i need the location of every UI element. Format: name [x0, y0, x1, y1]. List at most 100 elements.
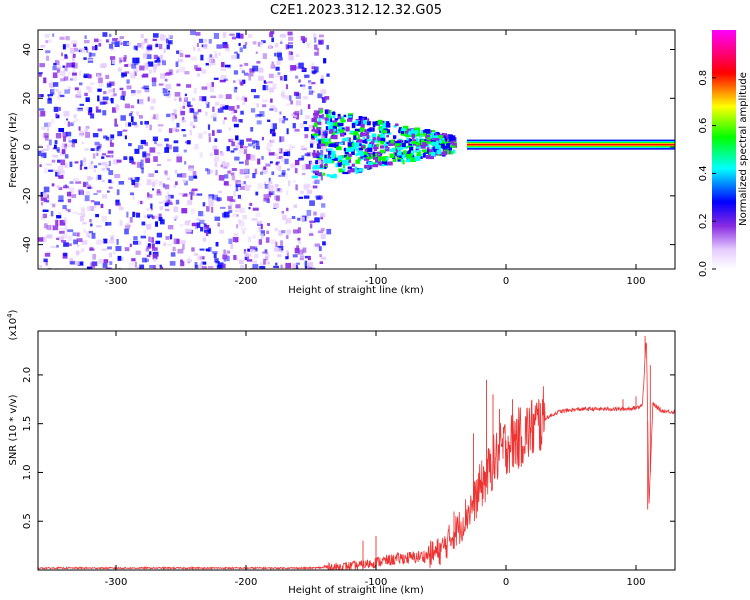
- spectrogram-cell: [146, 54, 152, 60]
- spectrogram-cell: [128, 177, 132, 180]
- spectrogram-cell: [347, 115, 353, 118]
- spectrogram-cell: [199, 256, 205, 260]
- spectrogram-cell: [274, 43, 279, 48]
- spectrogram-cell: [164, 184, 170, 190]
- spectrogram-cell: [76, 212, 82, 215]
- spectrogram-cell: [38, 108, 45, 111]
- spectrogram-cell: [58, 174, 64, 179]
- spectrogram-cell: [156, 189, 161, 194]
- spectrogram-cell: [333, 134, 338, 140]
- spectrogram-cell: [80, 207, 86, 213]
- spectrogram-cell: [69, 47, 75, 54]
- spectrogram-cell: [121, 75, 125, 78]
- spectrogram-cell: [64, 65, 68, 72]
- spectrogram-cell: [410, 143, 414, 147]
- spectrogram-cell: [158, 213, 162, 217]
- spectrogram-cell: [304, 115, 311, 120]
- spectrogram-cell: [320, 149, 324, 156]
- spectrogram-cell: [114, 174, 121, 179]
- spectrogram-cell: [153, 114, 156, 120]
- spectrogram-cell: [50, 202, 56, 206]
- spectrogram-cell: [132, 240, 139, 245]
- spectrogram-cell: [233, 255, 237, 260]
- spectrogram-cell: [166, 44, 170, 50]
- spectrogram-cell: [272, 83, 277, 90]
- spectrogram-cell: [124, 64, 129, 67]
- spectrogram-cell: [444, 135, 449, 140]
- spectrogram-cell: [281, 156, 284, 163]
- spectrogram-cell: [208, 200, 214, 207]
- spectrogram-cell: [297, 249, 304, 255]
- spectrogram-cell: [361, 119, 364, 124]
- spectrogram-cell: [144, 120, 150, 125]
- spectrogram-y-label: Frequency (Hz): [8, 112, 19, 188]
- snr-x-tick-label: -300: [105, 577, 128, 588]
- spectrogram-cell: [38, 237, 44, 242]
- spectrogram-cell: [102, 96, 109, 101]
- spectrogram-cell: [328, 118, 332, 122]
- spectrogram-cell: [201, 69, 207, 74]
- spectrogram-cell: [362, 136, 366, 140]
- spectrogram-cell: [105, 136, 110, 141]
- spectrogram-cell: [286, 207, 289, 212]
- spectrogram-cell: [146, 46, 152, 50]
- spectrogram-cell: [320, 256, 327, 260]
- spectrogram-cell: [173, 216, 178, 219]
- spectrogram-cell: [199, 96, 204, 101]
- spectrogram-cell: [235, 135, 239, 141]
- spectrogram-cell: [259, 111, 265, 117]
- spectrogram-cell: [312, 185, 318, 189]
- spectrogram-cell: [275, 262, 278, 266]
- spectrogram-cell: [279, 148, 283, 154]
- spectrogram-cell: [151, 181, 156, 187]
- spectrogram-cell: [58, 91, 62, 97]
- spectrogram-cell: [99, 98, 103, 104]
- spectrogram-cell: [311, 267, 316, 269]
- spectrogram-cell: [319, 143, 326, 147]
- spectrogram-cell: [439, 139, 442, 143]
- spectrogram-cell: [43, 258, 48, 263]
- spectrogram-cell: [328, 109, 332, 115]
- spectrogram-cell: [179, 224, 184, 227]
- spectrogram-cell: [278, 155, 284, 159]
- spectrogram-cell: [182, 179, 186, 183]
- spectrogram-cell: [117, 131, 123, 137]
- spectrogram-cell: [187, 199, 193, 206]
- spectrogram-cell: [293, 114, 298, 118]
- spectrogram-cell: [349, 168, 355, 173]
- spectrogram-cell: [274, 227, 278, 232]
- spectrogram-cell: [191, 188, 198, 192]
- spectrogram-cell: [245, 159, 249, 166]
- spectrogram-cell: [276, 195, 280, 202]
- spectrogram-cell: [205, 101, 209, 104]
- spectrogram-cell: [343, 154, 348, 158]
- spectrogram-cell: [381, 150, 385, 154]
- spectrogram-cell: [324, 96, 330, 100]
- spectrogram-cell: [218, 175, 225, 181]
- spectrogram-cell: [363, 158, 369, 161]
- spectrogram-cell: [141, 221, 146, 226]
- spectrogram-cell: [47, 98, 52, 104]
- spectrogram-cell: [273, 202, 279, 209]
- spectrogram-cell: [84, 166, 88, 170]
- spectrogram-cell: [416, 151, 421, 156]
- spectrogram-cell: [235, 184, 241, 188]
- spectrogram-cell: [224, 174, 229, 179]
- spectrogram-cell: [89, 206, 95, 210]
- spectrogram-cell: [107, 150, 114, 154]
- spectrogram-cell: [97, 128, 103, 132]
- spectrogram-cell: [304, 164, 311, 170]
- spectrogram-cell: [249, 202, 253, 206]
- spectrogram-cell: [349, 132, 354, 135]
- spectrogram-cell: [48, 39, 52, 43]
- spectrogram-cell: [158, 216, 163, 222]
- spectrogram-cell: [84, 40, 90, 44]
- spectrogram-cell: [59, 70, 66, 76]
- spectrogram-cell: [357, 143, 362, 147]
- spectrogram-cell: [140, 33, 144, 39]
- spectrogram-cell: [303, 96, 308, 100]
- spectrogram-cell: [217, 222, 220, 227]
- spectrogram-cell: [105, 39, 110, 42]
- spectrogram-cell: [131, 63, 137, 69]
- spectrogram-cell: [379, 145, 386, 149]
